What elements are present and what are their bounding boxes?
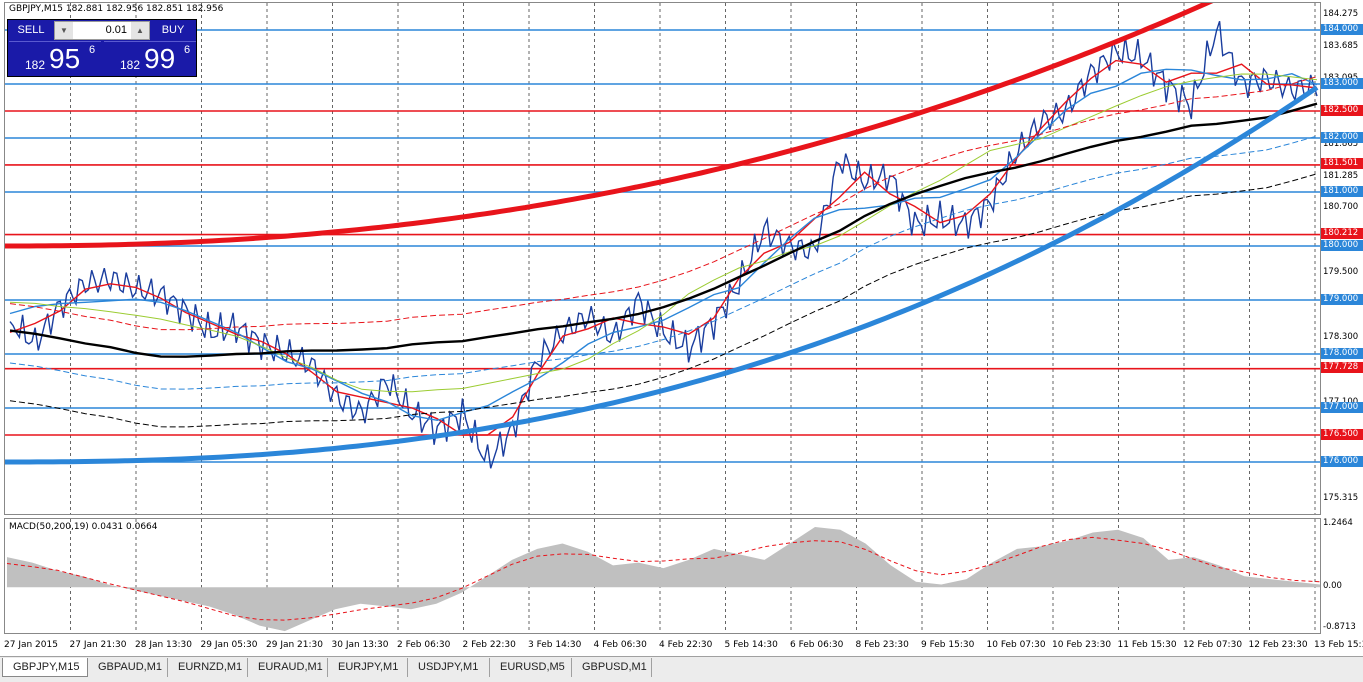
macd-signal-line — [6, 536, 1320, 621]
time-axis-label: 11 Feb 15:30 — [1117, 640, 1177, 650]
time-axis-label: 27 Jan 21:30 — [69, 640, 127, 650]
macd-axis-label: 0.00 — [1323, 581, 1342, 592]
price-axis-label: 179.500 — [1323, 267, 1359, 277]
chart-tab[interactable]: GBPAUD,M1 — [88, 658, 168, 677]
time-axis-label: 4 Feb 22:30 — [659, 640, 713, 650]
price-axis-label: 181.285 — [1323, 170, 1359, 181]
chart-tab[interactable]: EURAUD,M1 — [248, 658, 328, 677]
price-chart-pane[interactable] — [4, 2, 1321, 515]
chart-tab[interactable]: GBPJPY,M15 — [2, 658, 88, 677]
lot-increase-icon[interactable]: ▲ — [131, 22, 149, 39]
price-axis-label: 184.275 — [1323, 9, 1359, 20]
time-axis-label: 4 Feb 06:30 — [593, 640, 647, 650]
time-axis-label: 29 Jan 21:30 — [266, 640, 323, 650]
buy-price-fraction: 6 — [184, 44, 191, 56]
price-axis-label: 175.315 — [1323, 492, 1359, 503]
macd-axis-label: -0.8713 — [1323, 622, 1356, 632]
time-axis-label: 10 Feb 23:30 — [1052, 640, 1112, 650]
trend-curve-upper-red — [5, 3, 1214, 249]
chart-tab[interactable]: USDJPY,M1 — [408, 658, 490, 677]
ma-blue — [9, 68, 1318, 422]
macd-axis[interactable]: 1.2464 0.00 -0.8713 — [1321, 518, 1363, 634]
time-axis-label: 10 Feb 07:30 — [986, 640, 1046, 650]
time-axis-label: 28 Jan 13:30 — [135, 640, 192, 650]
price-axis-label: 180.700 — [1323, 202, 1359, 213]
price-level-tag: 176.000 — [1321, 455, 1363, 467]
buy-button[interactable]: BUY — [151, 21, 195, 40]
macd-title: MACD(50,200,19) 0.0431 0.0664 — [9, 522, 158, 532]
time-axis-label: 8 Feb 23:30 — [855, 640, 909, 650]
lot-size-stepper[interactable]: ▼ ▲ — [54, 21, 150, 40]
time-axis-label: 2 Feb 06:30 — [397, 640, 451, 650]
envelope-lower-black — [9, 173, 1318, 428]
price-level-tag: 182.500 — [1321, 104, 1363, 116]
price-level-tag: 180.212 — [1321, 228, 1363, 240]
price-level-tag: 180.000 — [1321, 239, 1363, 251]
price-candles — [9, 20, 1318, 469]
lot-decrease-icon[interactable]: ▼ — [55, 22, 73, 39]
time-axis-label: 12 Feb 07:30 — [1183, 640, 1243, 650]
price-level-tag: 177.000 — [1321, 401, 1363, 413]
macd-histogram — [7, 527, 1320, 632]
price-level-tag: 181.501 — [1321, 158, 1363, 170]
chart-tab[interactable]: EURUSD,M5 — [490, 658, 572, 677]
macd-canvas — [6, 519, 1320, 633]
sell-button[interactable]: SELL — [9, 21, 53, 40]
sell-price-fraction: 6 — [89, 44, 96, 56]
price-level-tag: 184.000 — [1321, 23, 1363, 35]
time-axis-label: 27 Jan 2015 — [4, 640, 58, 650]
time-axis-label: 29 Jan 05:30 — [200, 640, 258, 650]
time-axis[interactable]: 27 Jan 2015 27 Jan 21:30 28 Jan 13:30 29 Ja… — [4, 634, 1363, 656]
lot-size-input[interactable] — [75, 23, 127, 37]
price-level-tag: 179.000 — [1321, 293, 1363, 305]
buy-price-display[interactable]: 182 99 6 — [104, 41, 196, 76]
time-axis-label: 13 Feb 15:30 — [1314, 640, 1363, 650]
envelope-upper-red — [9, 76, 1318, 331]
time-axis-label: 30 Jan 13:30 — [331, 640, 389, 650]
buy-price-prefix: 182 — [120, 58, 141, 72]
ma-slow-black — [9, 102, 1318, 358]
trend-curve-lower-blue — [5, 85, 1319, 465]
price-axis-label: 181.865 — [1323, 139, 1359, 150]
price-chart-canvas — [5, 3, 1320, 514]
ma-green — [9, 73, 1318, 393]
chart-tab[interactable]: EURJPY,M1 — [328, 658, 408, 677]
price-level-tag: 183.000 — [1321, 77, 1363, 89]
time-axis-label: 3 Feb 14:30 — [528, 640, 582, 650]
price-axis-label: 183.685 — [1323, 41, 1359, 51]
price-level-tag: 177.728 — [1321, 362, 1363, 374]
time-axis-label: 12 Feb 23:30 — [1248, 640, 1308, 650]
price-level-tag: 178.000 — [1321, 347, 1363, 359]
time-axis-label: 5 Feb 14:30 — [724, 640, 778, 650]
price-level-tag: 176.500 — [1321, 428, 1363, 440]
macd-indicator-pane[interactable] — [4, 518, 1321, 634]
price-axis[interactable]: 184.275183.685183.095181.865181.285180.7… — [1321, 2, 1363, 515]
ma-fast-red — [9, 59, 1318, 436]
buy-price-pips: 99 — [144, 43, 176, 74]
macd-axis-label: 1.2464 — [1323, 518, 1353, 528]
price-level-tag: 181.000 — [1321, 185, 1363, 197]
time-axis-label: 9 Feb 15:30 — [921, 640, 975, 650]
symbol-title: GBPJPY,M15 182.881 182.956 182.851 182.9… — [9, 4, 224, 14]
chart-tab[interactable]: GBPUSD,M1 — [572, 658, 652, 677]
price-axis-label: 178.300 — [1323, 331, 1359, 342]
envelope-lower-blue — [9, 135, 1318, 390]
chart-tabs-bar: GBPJPY,M15 GBPAUD,M1 EURNZD,M1 EURAUD,M1 EUR… — [0, 656, 1363, 682]
sell-price-display[interactable]: 182 95 6 — [9, 41, 101, 76]
price-level-tag: 182.000 — [1321, 131, 1363, 143]
one-click-trading-panel: SELL ▼ ▲ BUY 182 95 6 182 99 6 — [7, 19, 197, 77]
chart-tab[interactable]: EURNZD,M1 — [168, 658, 248, 677]
time-axis-label: 2 Feb 22:30 — [462, 640, 516, 650]
time-axis-label: 6 Feb 06:30 — [790, 640, 844, 650]
sell-price-pips: 95 — [49, 43, 81, 74]
sell-price-prefix: 182 — [25, 58, 46, 72]
